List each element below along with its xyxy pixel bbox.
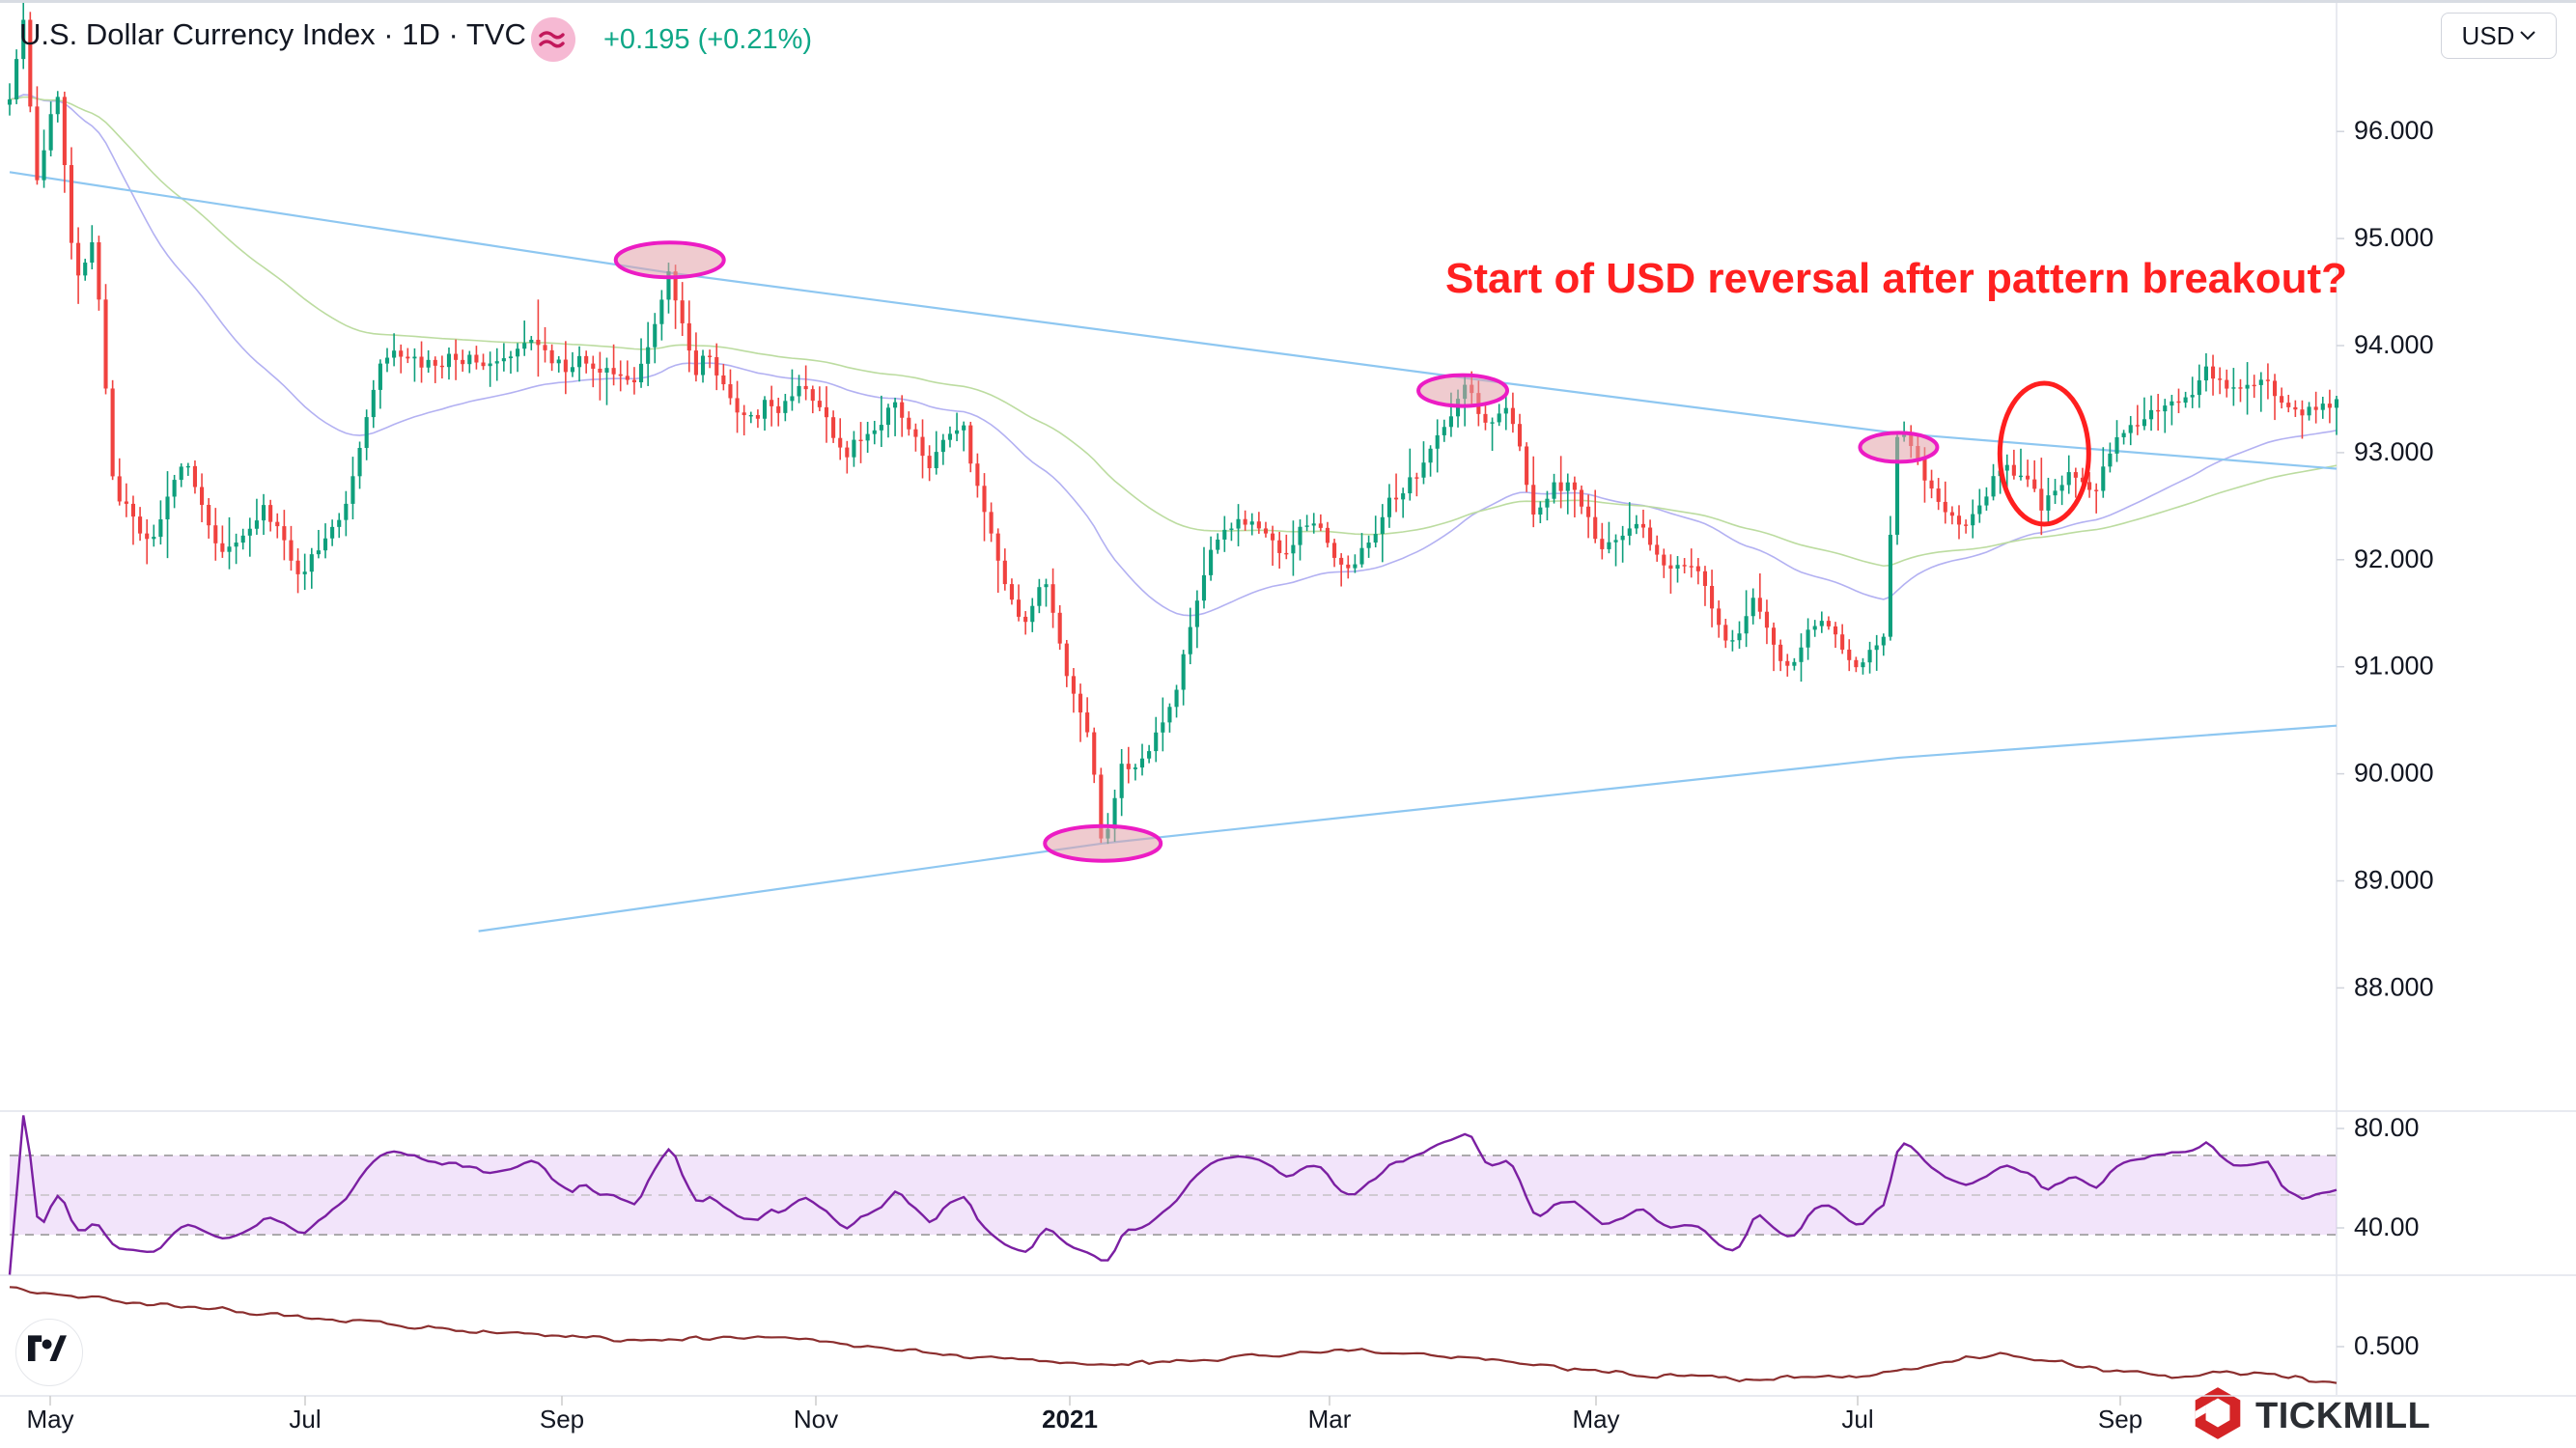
svg-text:91.000: 91.000 [2354, 652, 2434, 681]
svg-text:80.00: 80.00 [2354, 1113, 2420, 1142]
svg-text:92.000: 92.000 [2354, 544, 2434, 573]
svg-text:40.00: 40.00 [2354, 1212, 2420, 1241]
svg-text:0.500: 0.500 [2354, 1331, 2420, 1360]
svg-text:88.000: 88.000 [2354, 972, 2434, 1001]
svg-text:Start of USD reversal after pa: Start of USD reversal after pattern brea… [1445, 255, 2347, 302]
svg-text:89.000: 89.000 [2354, 866, 2434, 895]
svg-text:94.000: 94.000 [2354, 330, 2434, 359]
svg-text:96.000: 96.000 [2354, 116, 2434, 145]
svg-text:93.000: 93.000 [2354, 437, 2434, 466]
svg-text:95.000: 95.000 [2354, 223, 2434, 252]
svg-text:90.000: 90.000 [2354, 759, 2434, 788]
